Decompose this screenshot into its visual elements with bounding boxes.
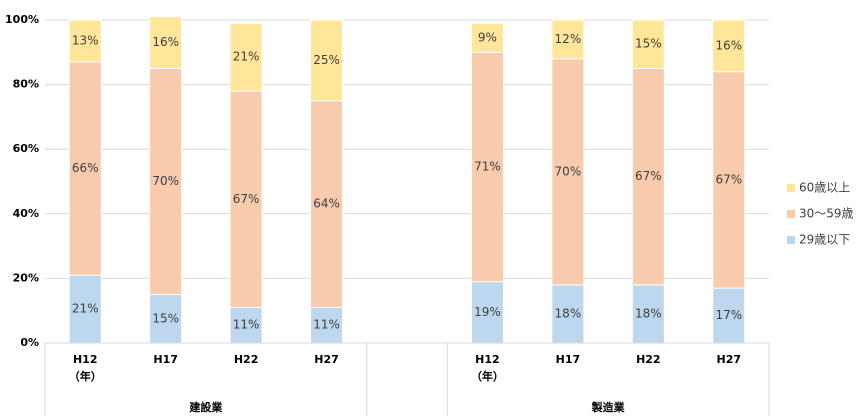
bar-segment <box>712 287 746 344</box>
data-label: 67% <box>233 192 260 206</box>
legend-label: 60歳以上 <box>799 181 850 195</box>
y-tick-label: 0% <box>20 336 39 349</box>
bar-segment <box>631 19 665 69</box>
y-tick-label: 80% <box>13 78 39 91</box>
bar-segment <box>310 100 344 308</box>
data-label: 17% <box>715 308 742 322</box>
data-label: 15% <box>635 37 662 51</box>
y-tick-label: 40% <box>13 207 39 220</box>
bar-segment <box>470 22 504 53</box>
bar-segment <box>149 16 183 69</box>
x-tick-label: H12 （年） <box>69 353 102 383</box>
data-label: 16% <box>715 38 742 52</box>
data-label: 11% <box>313 318 340 332</box>
data-label: 67% <box>635 169 662 183</box>
data-label: 21% <box>72 302 99 316</box>
bar-segment <box>470 281 504 344</box>
data-label: 19% <box>474 305 501 319</box>
x-tick-label: H12 （年） <box>471 353 504 383</box>
data-label: 15% <box>152 311 179 325</box>
legend-label: 30〜59歳 <box>799 207 854 221</box>
y-tick-label: 60% <box>13 142 39 155</box>
data-label: 71% <box>474 159 501 173</box>
bar-segment <box>229 306 263 344</box>
bar-segment <box>68 61 102 276</box>
bar-segment <box>68 19 102 63</box>
bar-segment <box>712 71 746 289</box>
bar-segment <box>149 67 183 296</box>
bar-segment <box>631 67 665 286</box>
bar-segment <box>310 19 344 102</box>
y-tick-label: 100% <box>5 13 39 26</box>
legend-swatch <box>787 210 795 218</box>
data-label: 25% <box>313 53 340 67</box>
legend-label: 29歳以下 <box>799 233 850 247</box>
data-label: 16% <box>152 35 179 49</box>
data-label: 67% <box>715 172 742 186</box>
x-tick-label: H27 <box>717 353 742 366</box>
bar-segment <box>551 58 585 286</box>
data-label: 70% <box>555 164 582 178</box>
group-label: 製造業 <box>591 400 626 414</box>
y-tick-label: 20% <box>13 271 39 284</box>
x-tick-label: H22 <box>234 353 259 366</box>
bar-segment <box>470 51 504 283</box>
bar-segment <box>551 19 585 60</box>
x-tick-label: H22 <box>636 353 661 366</box>
x-tick-label: H17 <box>153 353 178 366</box>
bar-segment <box>631 284 665 344</box>
data-label: 70% <box>152 174 179 188</box>
bar-segment <box>551 284 585 344</box>
bar-segment <box>310 306 344 344</box>
data-label: 9% <box>478 30 497 44</box>
data-label: 66% <box>72 161 99 175</box>
x-tick-label: H27 <box>314 353 339 366</box>
bar-segment <box>229 22 263 92</box>
group-label: 建設業 <box>189 400 223 414</box>
data-label: 21% <box>233 50 260 64</box>
data-label: 13% <box>72 33 99 47</box>
legend-swatch <box>787 184 795 192</box>
data-label: 64% <box>313 197 340 211</box>
data-label: 18% <box>555 306 582 320</box>
legend-swatch <box>787 236 795 244</box>
bar-segment <box>229 90 263 308</box>
data-label: 18% <box>635 306 662 320</box>
x-tick-label: H17 <box>556 353 581 366</box>
bar-segment <box>712 19 746 73</box>
data-label: 11% <box>233 318 260 332</box>
data-label: 12% <box>555 32 582 46</box>
